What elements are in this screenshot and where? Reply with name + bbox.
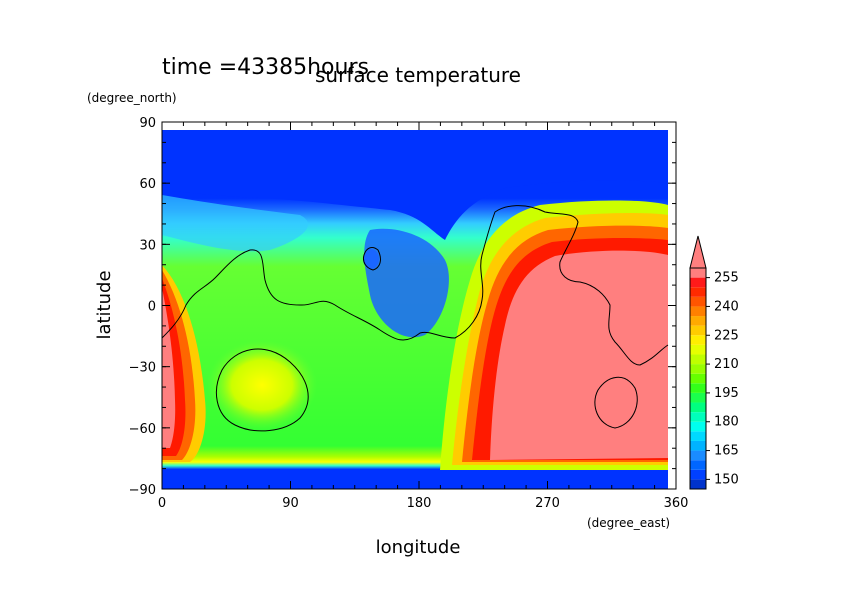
colorbar-frame — [689, 267, 707, 490]
colorbar-swatch — [690, 344, 706, 355]
time-label: time =43385hours — [162, 55, 369, 80]
x-tick-label: 0 — [158, 496, 166, 511]
x-tick-label: 270 — [535, 496, 560, 511]
topography-contours — [162, 205, 669, 432]
colorbar-swatch — [690, 306, 706, 317]
north-cap-region — [162, 130, 668, 240]
colorbar-swatch — [690, 268, 706, 278]
x-axis: 0 90 180 270 360 — [158, 122, 689, 511]
colorbar-swatch — [690, 450, 706, 461]
y-tick-label: −30 — [129, 361, 156, 376]
colorbar-extend-arrow — [689, 235, 707, 269]
x-tick-label: 90 — [282, 496, 299, 511]
x-tick-label: 360 — [664, 496, 689, 511]
colorbar-label: 150 — [714, 472, 739, 487]
y-tick-label: 0 — [148, 300, 156, 315]
colorbar-label: 195 — [714, 386, 739, 401]
y-axis-label: latitude — [94, 270, 115, 339]
colorbar: 150 165 180 195 210 225 240 255 — [689, 235, 739, 490]
colorbar-swatch — [690, 287, 706, 297]
y-tick-label: −90 — [129, 483, 156, 498]
y-tick-label: −60 — [129, 422, 156, 437]
colorbar-swatch — [690, 479, 706, 489]
colorbar-swatch — [690, 440, 706, 451]
colorbar-label: 225 — [714, 328, 739, 343]
hot-region-west — [162, 288, 176, 448]
colorbar-label: 165 — [714, 444, 739, 459]
colorbar-swatch — [690, 373, 706, 384]
colorbar-label: 255 — [714, 271, 739, 286]
x-axis-label: longitude — [376, 537, 461, 558]
y-axis: 90 60 30 0 −30 −60 −90 — [129, 116, 676, 498]
colorbar-swatch — [690, 402, 706, 413]
colorbar-label: 240 — [714, 299, 739, 314]
colorbar-swatch — [690, 412, 706, 422]
y-tick-label: 90 — [139, 116, 156, 131]
colorbar-label: 180 — [714, 415, 739, 430]
colorbar-swatch — [690, 383, 706, 393]
colorbar-swatch — [690, 296, 706, 307]
colorbar-swatch — [690, 354, 706, 365]
colorbar-swatch — [690, 325, 706, 336]
x-unit-label: (degree_east) — [587, 516, 670, 530]
colorbar-swatch — [690, 277, 706, 288]
colorbar-swatch — [690, 335, 706, 345]
colorbar-swatch — [690, 460, 706, 470]
colorbar-swatch — [690, 364, 706, 374]
y-tick-label: 30 — [139, 238, 156, 253]
colorbar-swatch — [690, 316, 706, 326]
colorbar-swatch — [690, 421, 706, 432]
y-unit-label: (degree_north) — [87, 91, 177, 105]
chart-title: surface temperature — [315, 63, 521, 87]
x-tick-label: 180 — [407, 496, 432, 511]
y-tick-label: 60 — [139, 177, 156, 192]
hot-region-east — [490, 250, 668, 460]
plot-area — [161, 121, 677, 490]
colorbar-label: 210 — [714, 357, 739, 372]
colorbar-swatch — [690, 392, 706, 403]
colorbar-swatch — [690, 469, 706, 480]
colorbar-swatch — [690, 431, 706, 441]
